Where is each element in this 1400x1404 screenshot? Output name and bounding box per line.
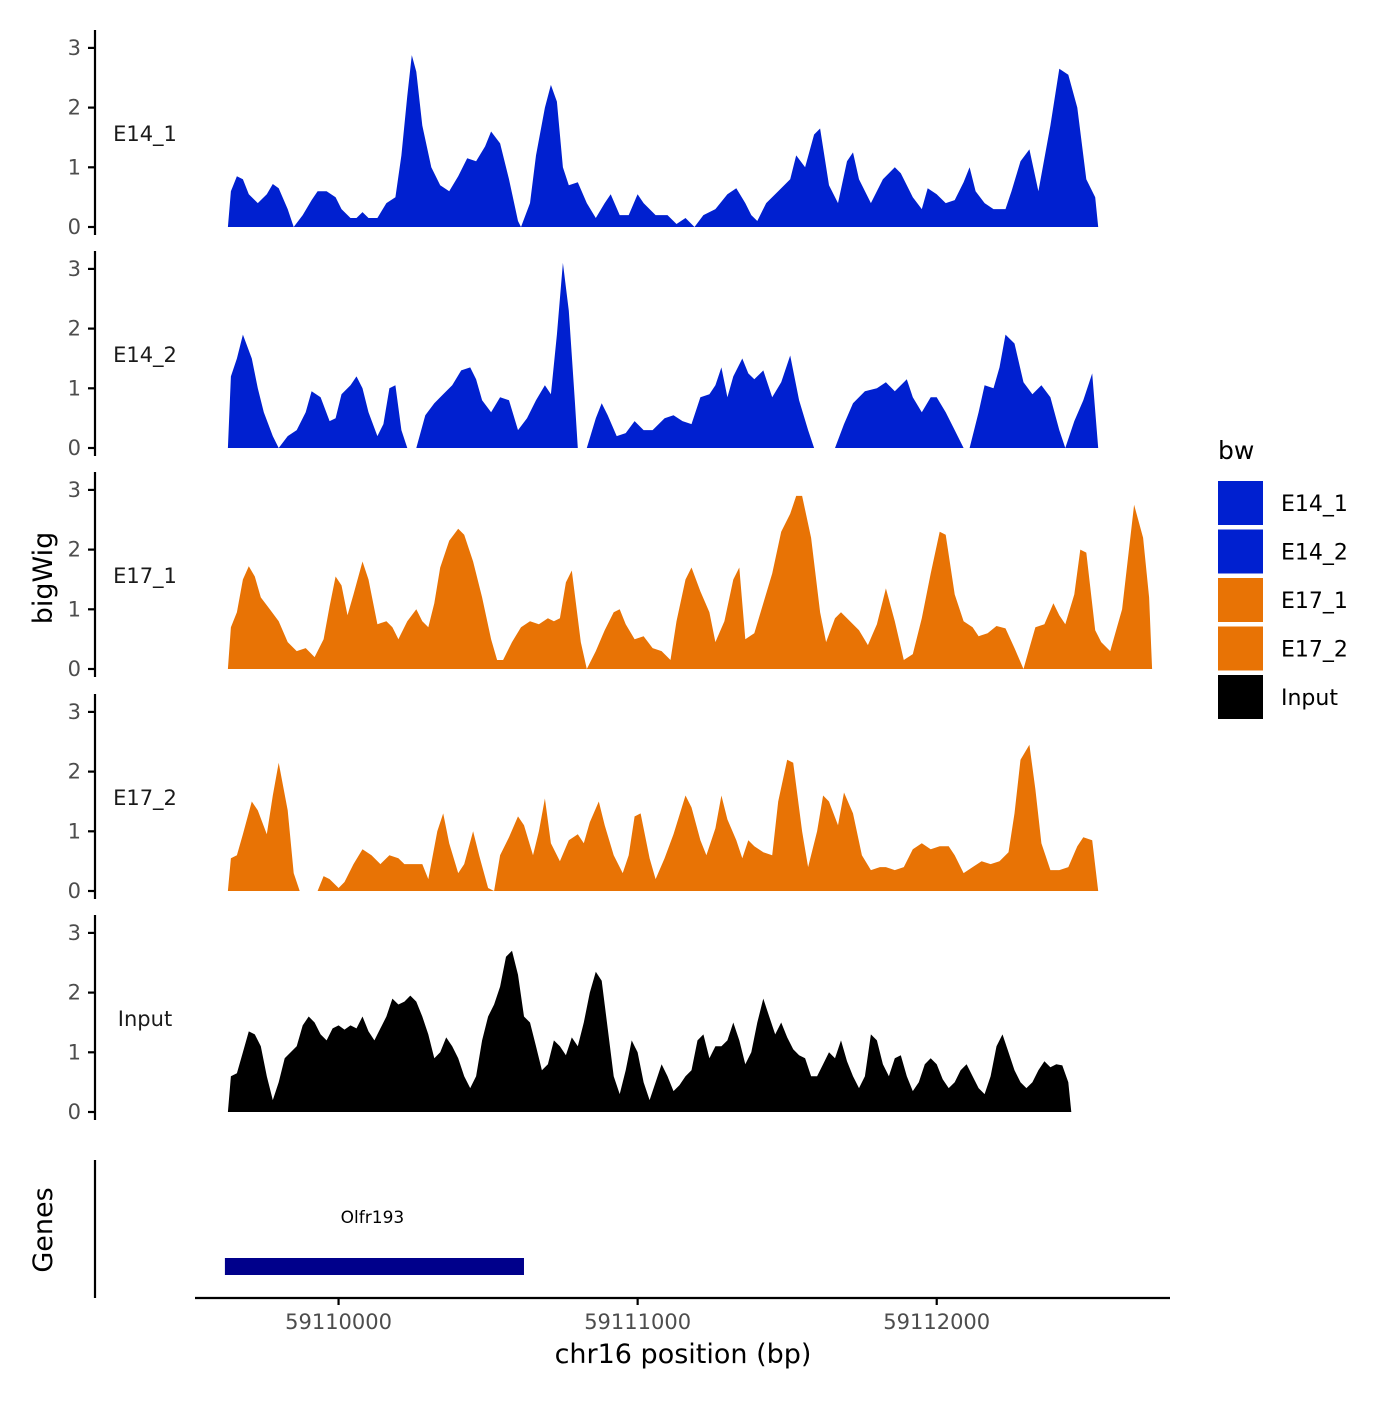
genes-axis-title: Genes: [28, 1187, 59, 1272]
legend-label: E17_2: [1281, 638, 1348, 663]
y-tick-label: 3: [68, 700, 81, 724]
y-tick-label: 3: [68, 36, 81, 60]
track-panel-e17-1: 0 1 2 3 E17_1: [68, 472, 1153, 681]
y-tick-label: 2: [68, 317, 81, 341]
gene-label: Olfr193: [341, 1208, 405, 1228]
track-panel-input: 0 1 2 3 Input: [68, 915, 1072, 1124]
track-panels: 0 1 2 3 E14_1 0 1 2 3 E14_2 0 1 2 3 E17_1 0 1 2 3 E17_2 0 1 2 3…: [68, 30, 1153, 1124]
coverage-area: [227, 950, 1072, 1112]
coverage-area: [227, 262, 1099, 448]
legend: E14_1 E14_2 E17_1 E17_2 Input: [1218, 481, 1348, 719]
y-tick-label: 2: [68, 96, 81, 120]
y-tick-label: 1: [68, 376, 81, 400]
x-tick-label: 59112000: [883, 1310, 990, 1334]
gene-body: [224, 1258, 524, 1275]
y-tick-label: 1: [68, 597, 81, 621]
legend-label: E14_1: [1281, 492, 1348, 517]
legend-label: E17_1: [1281, 589, 1348, 614]
track-label: E14_2: [113, 343, 177, 368]
y-tick-label: 1: [68, 819, 81, 843]
track-panel-e14-1: 0 1 2 3 E14_1: [68, 30, 1099, 239]
x-tick-label: 59110000: [285, 1310, 392, 1334]
coverage-area: [227, 55, 1099, 227]
gene-track: Olfr193: [93, 1160, 524, 1298]
x-tick-label: 59111000: [584, 1310, 691, 1334]
track-panel-e17-2: 0 1 2 3 E17_2: [68, 694, 1099, 903]
legend-swatch: [1218, 626, 1263, 671]
y-tick-label: 0: [68, 1100, 81, 1124]
y-tick-label: 3: [68, 921, 81, 945]
y-tick-label: 2: [68, 981, 81, 1005]
track-label: Input: [118, 1007, 172, 1031]
y-tick-label: 1: [68, 1040, 81, 1064]
legend-label: E14_2: [1281, 541, 1348, 566]
y-tick-label: 2: [68, 538, 81, 562]
legend-swatch: [1218, 675, 1263, 719]
y-tick-label: 3: [68, 257, 81, 281]
track-label: E14_1: [113, 122, 177, 147]
track-label: E17_1: [113, 564, 177, 589]
coverage-area: [227, 744, 1099, 891]
track-label: E17_2: [113, 786, 177, 811]
y-tick-label: 0: [68, 436, 81, 460]
y-tick-label: 0: [68, 657, 81, 681]
legend-title: bw: [1218, 436, 1254, 465]
legend-swatch: [1218, 529, 1263, 574]
legend-swatch: [1218, 578, 1263, 622]
y-tick-label: 0: [68, 215, 81, 239]
y-tick-label: 0: [68, 879, 81, 903]
y-tick-label: 2: [68, 760, 81, 784]
x-axis: 59110000 59111000 59112000: [195, 1296, 1170, 1334]
coverage-area: [227, 495, 1153, 669]
y-tick-label: 1: [68, 155, 81, 179]
track-panel-e14-2: 0 1 2 3 E14_2: [68, 251, 1099, 460]
y-tick-label: 3: [68, 478, 81, 502]
legend-swatch: [1218, 481, 1263, 525]
x-axis-title: chr16 position (bp): [555, 1339, 812, 1370]
y-axis-title: bigWig: [28, 532, 59, 625]
legend-label: Input: [1281, 686, 1338, 711]
